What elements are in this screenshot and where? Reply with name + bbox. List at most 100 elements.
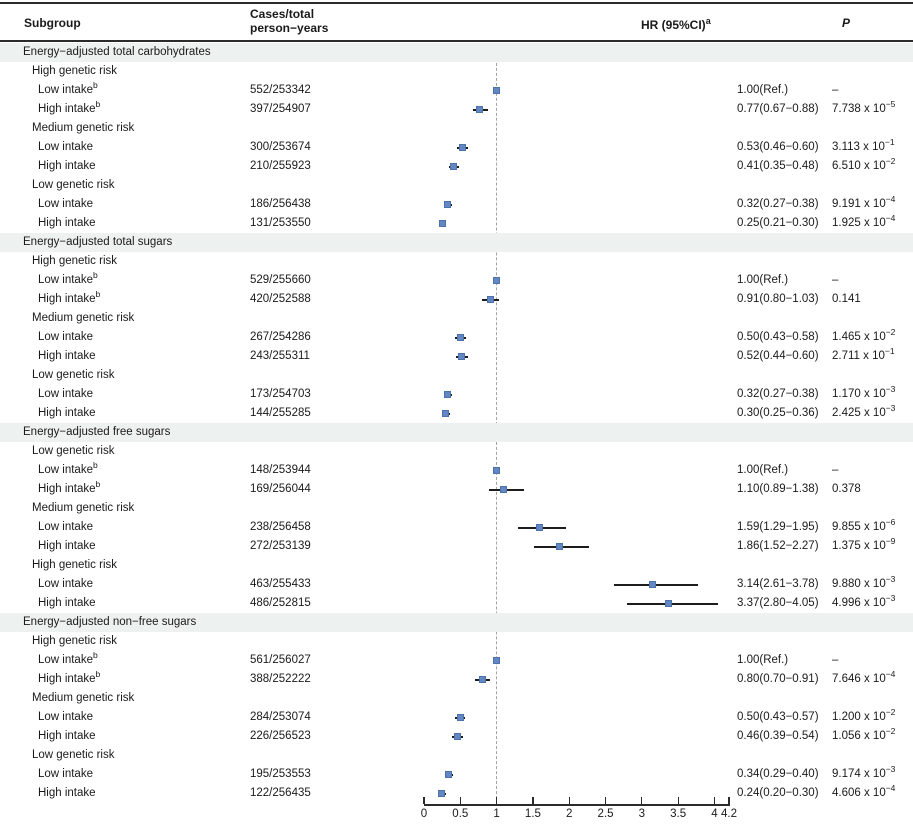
group-title: Medium genetic risk bbox=[32, 692, 135, 704]
group-title: High genetic risk bbox=[32, 65, 118, 77]
group-title: Medium genetic risk bbox=[32, 312, 135, 324]
row-hr-ci: 1.59(1.29−1.95) bbox=[737, 521, 819, 533]
row-cases: 420/252588 bbox=[250, 293, 311, 305]
row-cases: 210/255923 bbox=[250, 160, 311, 172]
x-axis-tick-label: 2.5 bbox=[597, 808, 614, 820]
group-title: Low genetic risk bbox=[32, 369, 115, 381]
forest-row: Low intake 238/256458 1.59(1.29−1.95) 9.855… bbox=[0, 518, 913, 537]
hr-point-marker bbox=[500, 486, 508, 493]
hr-point-marker bbox=[665, 600, 673, 607]
row-label-sup: b bbox=[95, 99, 101, 110]
group-title: Low genetic risk bbox=[32, 179, 115, 191]
row-cases: 529/255660 bbox=[250, 274, 311, 286]
column-header-cases: Cases/total person−years bbox=[250, 7, 329, 35]
row-cases: 463/255433 bbox=[250, 578, 311, 590]
row-p-value: 6.510 x 10−2 bbox=[832, 156, 896, 172]
x-axis-tick-label: 3.5 bbox=[670, 808, 687, 820]
row-p-value-sup: −2 bbox=[885, 156, 896, 167]
row-p-value: 9.855 x 10−6 bbox=[832, 517, 896, 533]
row-cases: 284/253074 bbox=[250, 711, 311, 723]
row-label-sup: b bbox=[95, 479, 101, 490]
forest-row: High intake 131/253550 0.25(0.21−0.30) 1.92… bbox=[0, 214, 913, 233]
hr-point-marker bbox=[443, 201, 451, 208]
row-cases: 552/253342 bbox=[250, 84, 311, 96]
group-row: Medium genetic risk bbox=[0, 689, 913, 708]
group-row: Medium genetic risk bbox=[0, 499, 913, 518]
row-label-sup: b bbox=[92, 460, 98, 471]
row-p-value-sup: −3 bbox=[885, 764, 896, 775]
hr-point-marker bbox=[438, 220, 446, 227]
group-row: Medium genetic risk bbox=[0, 309, 913, 328]
column-header-subgroup: Subgroup bbox=[24, 16, 81, 30]
row-cases: 226/256523 bbox=[250, 730, 311, 742]
row-p-value: – bbox=[832, 654, 839, 666]
row-cases: 173/254703 bbox=[250, 388, 311, 400]
row-label: High intakeb bbox=[38, 669, 101, 685]
group-title: High genetic risk bbox=[32, 559, 118, 571]
hr-point-marker bbox=[445, 771, 453, 778]
row-p-value-sup: −5 bbox=[885, 99, 896, 110]
forest-row: High intakeb 388/252222 0.80(0.70−0.91) 7.6… bbox=[0, 670, 913, 689]
forest-row: High intake 486/252815 3.37(2.80−4.05) 4.99… bbox=[0, 594, 913, 613]
hr-point-marker bbox=[453, 733, 461, 740]
row-label: High intake bbox=[38, 407, 96, 419]
group-row: Low genetic risk bbox=[0, 366, 913, 385]
header-rule bbox=[0, 40, 913, 43]
row-label-sup: b bbox=[92, 270, 98, 281]
hr-point-marker bbox=[493, 87, 501, 94]
x-axis-tick bbox=[459, 797, 461, 804]
x-axis-tick-label: 3 bbox=[638, 808, 646, 820]
group-row: High genetic risk bbox=[0, 62, 913, 81]
x-axis-tick bbox=[568, 797, 570, 804]
row-label: Low intake bbox=[38, 141, 93, 153]
x-axis-tick bbox=[728, 797, 730, 804]
row-p-value: – bbox=[832, 274, 839, 286]
row-label: Low intake bbox=[38, 521, 93, 533]
row-cases: 397/254907 bbox=[250, 103, 311, 115]
section-row: Energy−adjusted total carbohydrates bbox=[0, 43, 913, 62]
x-axis-tick-label: 4 bbox=[711, 808, 718, 820]
section-title: Energy−adjusted free sugars bbox=[23, 426, 171, 438]
row-label: High intake bbox=[38, 540, 96, 552]
section-title: Energy−adjusted total carbohydrates bbox=[23, 46, 211, 58]
row-cases: 272/253139 bbox=[250, 540, 311, 552]
row-p-value-sup: −9 bbox=[885, 536, 896, 547]
x-axis-tick bbox=[677, 797, 679, 804]
row-p-value-sup: −6 bbox=[885, 517, 896, 528]
hr-point-marker bbox=[486, 296, 494, 303]
row-hr-ci: 0.91(0.80−1.03) bbox=[737, 293, 819, 305]
x-axis-tick bbox=[604, 797, 607, 804]
row-p-value-sup: −2 bbox=[885, 707, 896, 718]
row-label: Low intakeb bbox=[38, 460, 98, 476]
row-p-value-sup: −3 bbox=[885, 403, 896, 414]
row-p-value: 1.375 x 10−9 bbox=[832, 536, 896, 552]
group-row: Low genetic risk bbox=[0, 746, 913, 765]
forest-row: High intakeb 397/254907 0.77(0.67−0.88) 7.7… bbox=[0, 100, 913, 119]
row-cases: 144/255285 bbox=[250, 407, 311, 419]
row-hr-ci: 0.32(0.27−0.38) bbox=[737, 198, 819, 210]
forest-row: Low intake 267/254286 0.50(0.43−0.58) 1.465… bbox=[0, 328, 913, 347]
row-cases: 195/253553 bbox=[250, 768, 311, 780]
section-title: Energy−adjusted total sugars bbox=[23, 236, 173, 248]
row-p-value: – bbox=[832, 84, 839, 96]
hr-point-marker bbox=[456, 714, 464, 721]
row-p-value: – bbox=[832, 464, 839, 476]
x-axis-tick-label: 1 bbox=[493, 808, 500, 820]
hr-point-marker bbox=[458, 353, 466, 360]
row-p-value: 1.925 x 10−4 bbox=[832, 213, 896, 229]
row-p-value: 4.996 x 10−3 bbox=[832, 593, 896, 609]
forest-row: High intake 144/255285 0.30(0.25−0.36) 2.42… bbox=[0, 404, 913, 423]
section-row: Energy−adjusted total sugars bbox=[0, 233, 913, 252]
ci-line bbox=[613, 583, 699, 586]
row-p-value-sup: −3 bbox=[885, 574, 896, 585]
forest-row: Low intake 186/256438 0.32(0.27−0.38) 9.191… bbox=[0, 195, 913, 214]
x-axis-tick-label: 2 bbox=[566, 808, 573, 820]
x-axis-tick-label: 0.5 bbox=[452, 808, 469, 820]
row-cases: 169/256044 bbox=[250, 483, 311, 495]
row-hr-ci: 0.30(0.25−0.36) bbox=[737, 407, 819, 419]
row-cases: 148/253944 bbox=[250, 464, 311, 476]
row-p-value: 2.711 x 10−1 bbox=[832, 346, 895, 362]
group-title: Medium genetic risk bbox=[32, 502, 135, 514]
row-p-value: 1.170 x 10−3 bbox=[832, 384, 896, 400]
x-axis-tick-label: 1.5 bbox=[524, 808, 541, 820]
